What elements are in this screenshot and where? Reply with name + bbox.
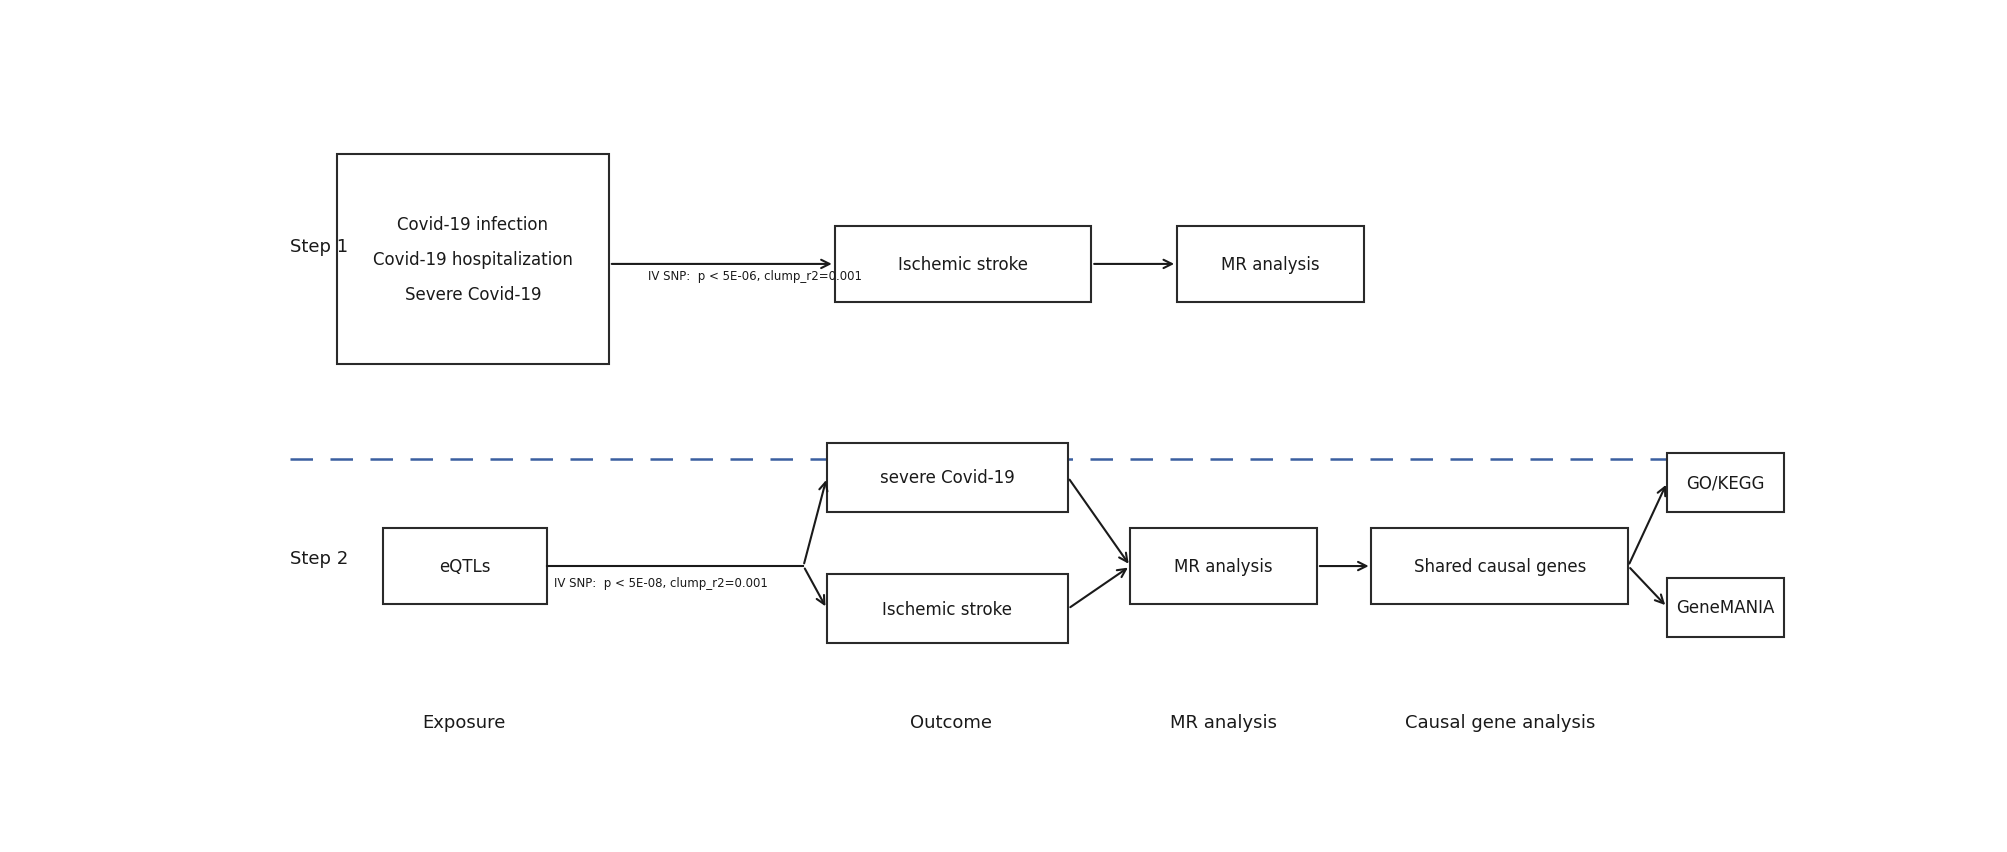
FancyBboxPatch shape xyxy=(835,227,1092,302)
Text: Step 1: Step 1 xyxy=(289,238,347,256)
Text: Shared causal genes: Shared causal genes xyxy=(1413,557,1586,575)
Text: GeneMANIA: GeneMANIA xyxy=(1676,598,1774,616)
FancyBboxPatch shape xyxy=(383,528,546,604)
Text: IV SNP:  p < 5E-08, clump_r2=0.001: IV SNP: p < 5E-08, clump_r2=0.001 xyxy=(554,576,769,589)
Text: Exposure: Exposure xyxy=(421,713,506,731)
FancyBboxPatch shape xyxy=(337,155,608,365)
FancyBboxPatch shape xyxy=(1666,453,1782,512)
Text: Severe Covid-19: Severe Covid-19 xyxy=(403,285,540,303)
Text: Covid-19 hospitalization: Covid-19 hospitalization xyxy=(373,250,572,268)
Text: Causal gene analysis: Causal gene analysis xyxy=(1405,713,1596,731)
FancyBboxPatch shape xyxy=(827,443,1068,512)
Text: Ischemic stroke: Ischemic stroke xyxy=(897,256,1028,273)
FancyBboxPatch shape xyxy=(1371,528,1628,604)
FancyBboxPatch shape xyxy=(1666,578,1782,637)
Text: MR analysis: MR analysis xyxy=(1174,557,1272,575)
FancyBboxPatch shape xyxy=(1176,227,1363,302)
Text: MR analysis: MR analysis xyxy=(1170,713,1276,731)
Text: severe Covid-19: severe Covid-19 xyxy=(879,469,1014,486)
FancyBboxPatch shape xyxy=(827,574,1068,643)
FancyBboxPatch shape xyxy=(1130,528,1317,604)
Text: Step 2: Step 2 xyxy=(289,550,347,567)
Text: MR analysis: MR analysis xyxy=(1220,256,1319,273)
Text: Outcome: Outcome xyxy=(909,713,991,731)
Text: Covid-19 infection: Covid-19 infection xyxy=(397,216,548,233)
Text: Ischemic stroke: Ischemic stroke xyxy=(881,600,1012,618)
Text: eQTLs: eQTLs xyxy=(440,557,490,575)
Text: GO/KEGG: GO/KEGG xyxy=(1686,474,1764,492)
Text: IV SNP:  p < 5E-06, clump_r2=0.001: IV SNP: p < 5E-06, clump_r2=0.001 xyxy=(648,269,861,283)
